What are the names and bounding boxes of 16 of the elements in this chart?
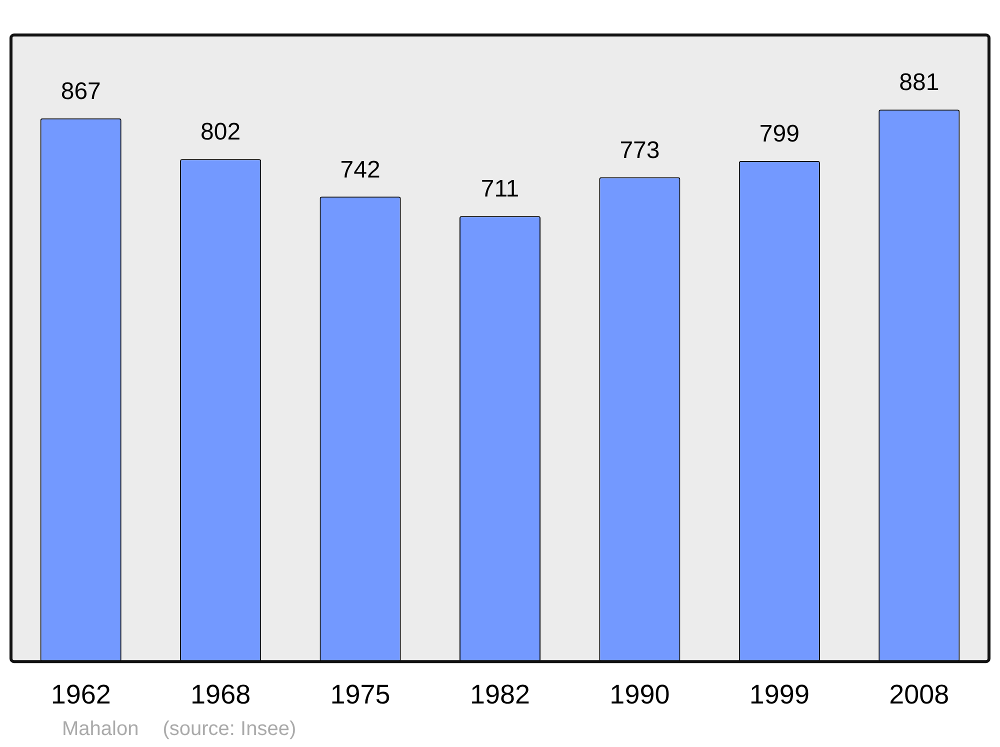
data-label: 773 <box>620 136 660 164</box>
data-label: 867 <box>60 78 101 105</box>
data-label: 742 <box>340 156 380 184</box>
x-tick-label: 1999 <box>749 679 810 710</box>
x-tick-label: 1990 <box>610 679 670 710</box>
data-label: 881 <box>899 69 940 96</box>
text: (source: Insee) <box>162 718 296 740</box>
data-label: 711 <box>480 176 520 203</box>
x-tick-label: 1982 <box>470 679 530 710</box>
x-tick-label: 1975 <box>330 679 390 710</box>
x-tick-label: 1968 <box>190 679 251 710</box>
text: Mahalon <box>62 718 139 740</box>
data-label: 802 <box>200 118 241 146</box>
x-tick-label: 1962 <box>50 679 111 710</box>
data-label: 799 <box>759 120 800 148</box>
x-tick-label: 2008 <box>889 679 950 710</box>
